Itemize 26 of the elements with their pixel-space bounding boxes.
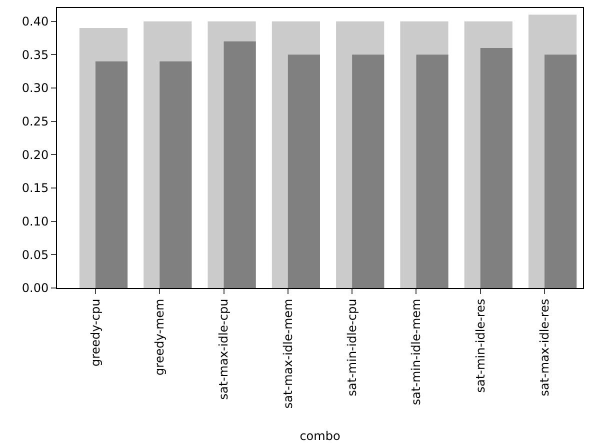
bar xyxy=(480,48,512,288)
y-tick-label: 0.15 xyxy=(22,181,49,196)
x-tick-label: sat-min-idle-res xyxy=(473,298,488,393)
y-tick-label: 0.25 xyxy=(22,114,49,129)
bar xyxy=(288,54,320,288)
x-axis-title: combo xyxy=(300,429,340,443)
y-tick-label: 0.00 xyxy=(22,281,49,296)
bar xyxy=(224,41,256,288)
bar xyxy=(416,54,448,288)
x-tick-label: sat-max-idle-cpu xyxy=(216,298,231,400)
x-tick-label: greedy-cpu xyxy=(88,298,102,367)
y-tick-label: 0.05 xyxy=(22,248,49,262)
y-tick-label: 0.10 xyxy=(22,214,49,229)
x-tick-label: sat-max-idle-res xyxy=(537,298,552,396)
x-tick-label: sat-min-idle-cpu xyxy=(344,298,359,396)
x-tick-label: greedy-mem xyxy=(152,298,167,376)
bar xyxy=(160,61,192,288)
bar xyxy=(95,61,128,288)
x-tick-label: sat-max-idle-mem xyxy=(280,298,295,409)
y-tick-label: 0.40 xyxy=(22,14,49,29)
y-tick-label: 0.30 xyxy=(22,81,49,96)
bar xyxy=(352,54,384,288)
x-tick-label: sat-min-idle-mem xyxy=(409,298,424,406)
bar xyxy=(544,54,577,288)
y-tick-label: 0.20 xyxy=(22,148,49,162)
y-tick-label: 0.35 xyxy=(22,48,49,62)
